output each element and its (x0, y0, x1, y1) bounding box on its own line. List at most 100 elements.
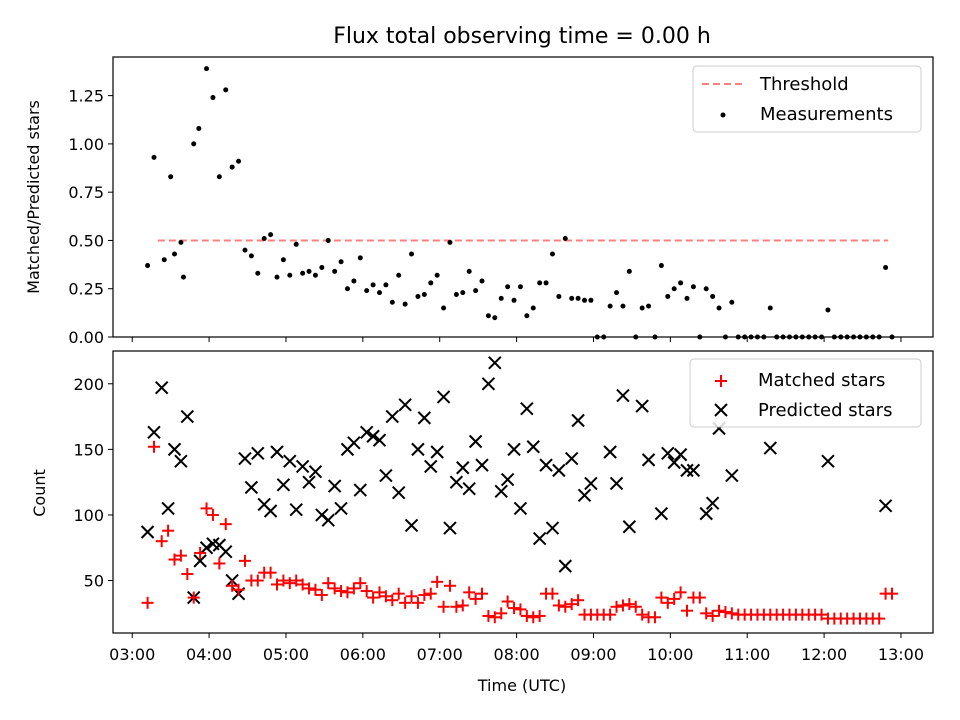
measurement-point (626, 268, 632, 274)
matched-point (719, 606, 732, 619)
measurement-point (434, 272, 440, 278)
predicted-point (635, 399, 649, 413)
predicted-point (545, 521, 560, 535)
x-tick-label: 10:00 (647, 645, 693, 664)
measurement-point (172, 251, 177, 257)
predicted-point (193, 554, 207, 568)
predicted-point (821, 454, 835, 468)
predicted-point (366, 429, 380, 443)
matched-point (148, 440, 160, 453)
predicted-point (763, 441, 777, 455)
measurement-point (428, 280, 434, 286)
matched-point (725, 607, 738, 620)
predicted-point (641, 453, 656, 467)
measurement-point (825, 307, 831, 313)
predicted-point (199, 541, 214, 555)
measurement-point (415, 293, 421, 299)
measurement-point (441, 305, 447, 311)
measurement-point (377, 290, 382, 296)
matched-point (290, 574, 303, 587)
matched-point (162, 524, 175, 537)
predicted-point (507, 442, 521, 457)
measurement-point (196, 125, 202, 131)
measurement-point (402, 301, 408, 307)
predicted-point (436, 390, 451, 404)
measurement-point (639, 305, 645, 311)
predicted-point (385, 409, 400, 424)
x-axis-label: Time (UTC) (477, 676, 566, 695)
matched-point (219, 518, 232, 531)
matched-point (565, 598, 578, 611)
matched-point (213, 557, 226, 570)
matched-point (552, 599, 565, 612)
x-tick-label: 08:00 (494, 645, 540, 664)
x-tick-label: 11:00 (724, 645, 770, 664)
measurement-point (210, 95, 216, 101)
predicted-point (513, 501, 528, 516)
count-legend: Matched stars Predicted stars (689, 358, 922, 428)
measurement-point (569, 295, 575, 301)
measurement-point (665, 293, 671, 299)
ratio-y-axis-label: Matched/Predicted stars (24, 100, 43, 294)
measurement-point (332, 268, 338, 274)
predicted-point (878, 499, 893, 513)
predicted-point (725, 468, 739, 483)
matched-point (623, 598, 636, 611)
matched-point (392, 587, 405, 600)
measurement-point (370, 282, 376, 288)
matched-point (873, 612, 886, 625)
measurement-point (690, 284, 696, 290)
predicted-point (238, 451, 252, 466)
predicted-point (174, 454, 188, 468)
matched-point (232, 583, 245, 596)
predicted-point (532, 531, 547, 546)
predicted-point (263, 504, 278, 518)
predicted-point (180, 409, 195, 424)
matched-legend-label: Matched stars (758, 370, 885, 391)
predicted-point (347, 436, 361, 450)
predicted-point (289, 502, 303, 517)
ratio-y-tick-label: 0.25 (68, 280, 104, 299)
matched-point (610, 600, 623, 613)
measurement-point (479, 278, 485, 284)
matched-point (405, 590, 418, 603)
measurement-point (248, 253, 254, 259)
matched-point (661, 596, 674, 609)
predicted-point (552, 463, 566, 478)
predicted-point (392, 485, 406, 500)
matched-point (636, 608, 649, 621)
predicted-stars-layer (140, 356, 893, 605)
predicted-point (161, 501, 175, 516)
measurement-point (883, 264, 889, 270)
measurement-point (646, 303, 652, 309)
measurement-point (161, 257, 167, 263)
predicted-point (398, 398, 412, 412)
measurement-point (396, 272, 402, 278)
matched-point (572, 594, 585, 607)
matched-point (379, 590, 392, 603)
matched-point (450, 600, 463, 613)
measurement-point (498, 295, 504, 301)
matched-point (367, 591, 380, 604)
count-y-tick-label: 50 (84, 572, 104, 591)
measurement-point (473, 288, 479, 294)
predicted-point (609, 476, 624, 491)
predicted-point (571, 413, 585, 428)
x-tick-label: 06:00 (340, 645, 386, 664)
matched-point (264, 566, 277, 579)
x-tick-label: 07:00 (417, 645, 463, 664)
predicted-point (577, 488, 592, 502)
predicted-point (167, 442, 182, 457)
matched-point (360, 585, 373, 598)
measurement-point (191, 141, 197, 147)
threshold-legend-label: Threshold (759, 74, 849, 95)
predicted-point (462, 482, 476, 496)
measurement-point (280, 257, 286, 263)
measurement-point (300, 270, 306, 276)
measurement-point (614, 290, 620, 296)
measurement-point (364, 288, 370, 294)
matched-point (706, 609, 719, 622)
matched-point (303, 582, 316, 595)
predicted-point (219, 544, 233, 559)
predicted-point (539, 458, 553, 472)
